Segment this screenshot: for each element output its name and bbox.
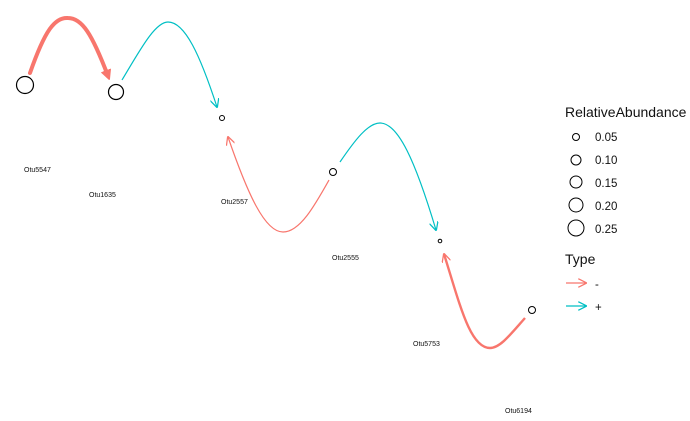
legend-type-title: Type: [565, 251, 596, 267]
legend-size-key: [569, 175, 583, 189]
node-label: Otu5547: [24, 167, 51, 174]
edge-otu1635-otu2557: [121, 21, 217, 107]
node-otu6194[interactable]: [528, 306, 536, 314]
node-label: Otu2555: [332, 255, 359, 262]
node-labels: Otu5547 Otu1635 Otu2557 Otu2555 Otu5753 …: [24, 167, 532, 415]
edge-otu2555-otu5753: [339, 122, 436, 230]
node-otu2557[interactable]: [219, 115, 225, 121]
node-label: Otu2557: [221, 199, 248, 206]
legend-type: Type - +: [565, 251, 602, 314]
nodes-group: [15, 75, 536, 314]
legend-size-label: 0.15: [595, 178, 617, 190]
legend-size-label: 0.20: [595, 201, 617, 213]
edges-group: [28, 15, 526, 350]
legend-type-label: -: [595, 279, 599, 291]
edge-otu6194-otu5753: [444, 254, 526, 350]
legend-size-key: [567, 219, 585, 237]
node-label: Otu1635: [89, 192, 116, 199]
node-otu2555[interactable]: [329, 168, 337, 176]
legend-size-key: [570, 154, 582, 166]
node-otu1635[interactable]: [107, 83, 125, 101]
node-label: Otu6194: [505, 408, 532, 415]
legend-size-label: 0.25: [595, 224, 617, 236]
legend-size-key: [568, 197, 584, 213]
legend-size-label: 0.10: [595, 155, 617, 167]
legend-size: RelativeAbundance 0.05 0.10 0.15 0.20 0.…: [565, 104, 687, 237]
edge-otu2555-otu2557: [228, 137, 330, 233]
legend-type-label: +: [595, 302, 602, 314]
node-otu5753[interactable]: [437, 238, 443, 244]
legend-size-key: [572, 133, 580, 141]
edge-otu5547-otu1635: [28, 15, 108, 76]
legend-size-title: RelativeAbundance: [565, 104, 687, 120]
node-label: Otu5753: [413, 341, 440, 348]
node-otu5547[interactable]: [15, 75, 35, 95]
legend-size-label: 0.05: [595, 132, 617, 144]
